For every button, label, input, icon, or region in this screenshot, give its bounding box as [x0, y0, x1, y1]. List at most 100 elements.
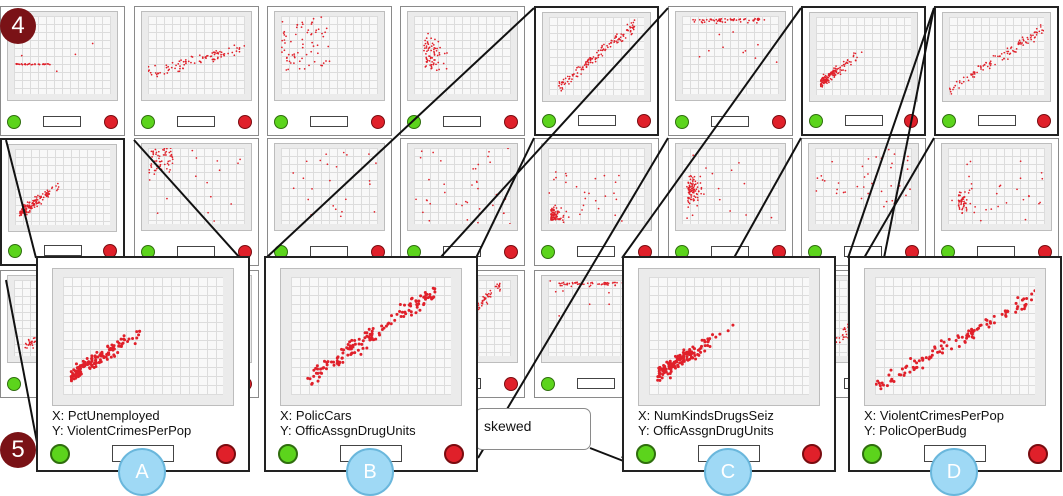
scatter-point: [614, 181, 617, 184]
scatter-point: [562, 281, 565, 284]
thumbnail-cell[interactable]: [801, 6, 926, 136]
reject-button[interactable]: [772, 115, 786, 129]
label-field[interactable]: [577, 378, 615, 389]
scatter-point: [874, 175, 877, 178]
approve-button[interactable]: [7, 377, 21, 391]
thumbnail-cell[interactable]: [668, 6, 793, 136]
thumbnail-cell[interactable]: [801, 138, 926, 266]
reject-button[interactable]: [444, 444, 464, 464]
scatter-point: [166, 162, 169, 165]
scatter-point: [428, 178, 430, 181]
scatter-point: [682, 348, 686, 352]
approve-button[interactable]: [407, 115, 421, 129]
scatter-point: [826, 76, 829, 79]
scatter-point: [156, 212, 159, 215]
zoom-panel[interactable]: X: PolicCars Y: OfficAssgnDrugUnits: [264, 256, 478, 472]
approve-button[interactable]: [862, 444, 882, 464]
thumbnail-cell[interactable]: [934, 6, 1059, 136]
thumbnail-cell[interactable]: [134, 138, 259, 266]
approve-button[interactable]: [675, 115, 689, 129]
approve-button[interactable]: [809, 114, 823, 128]
label-field[interactable]: [177, 116, 215, 127]
scatter-point: [692, 154, 695, 157]
thumbnail-cell[interactable]: [534, 6, 659, 136]
thumbnail-cell[interactable]: [668, 138, 793, 266]
scatter-point: [324, 31, 327, 34]
reject-button[interactable]: [371, 115, 385, 129]
scatter-point: [947, 337, 951, 341]
thumbnail-cell[interactable]: [534, 138, 659, 266]
scatter-point: [138, 329, 142, 333]
scatter-point: [289, 62, 292, 64]
scatter-point: [821, 77, 824, 79]
reject-button[interactable]: [504, 115, 518, 129]
reject-button[interactable]: [504, 377, 518, 391]
thumbnail-cell[interactable]: [267, 6, 392, 136]
scatter-point: [310, 33, 312, 36]
scatter-point: [437, 40, 440, 43]
thumbnail-cell[interactable]: [400, 138, 525, 266]
reject-button[interactable]: [1028, 444, 1048, 464]
scatter-point: [587, 59, 590, 61]
scatter-point: [696, 193, 699, 196]
scatter-point: [739, 18, 742, 20]
scatter-point: [833, 74, 836, 77]
scatter-point: [580, 68, 583, 71]
scatter-point: [55, 70, 58, 73]
label-field[interactable]: [845, 115, 883, 126]
label-field[interactable]: [711, 116, 749, 127]
reject-button[interactable]: [904, 114, 918, 128]
thumbnail-cell[interactable]: [0, 6, 125, 136]
thumbnail-cell[interactable]: [400, 6, 525, 136]
scatter-point: [957, 344, 961, 348]
reject-button[interactable]: [802, 444, 822, 464]
scatter-point: [403, 303, 407, 307]
reject-button[interactable]: [238, 115, 252, 129]
reject-button[interactable]: [637, 114, 651, 128]
scatter-point: [676, 365, 680, 369]
zoom-panel[interactable]: X: PctUnemployed Y: ViolentCrimesPerPop: [36, 256, 250, 472]
scatter-point: [498, 282, 501, 285]
scatter-point: [609, 42, 612, 44]
label-field[interactable]: [43, 116, 81, 127]
approve-button[interactable]: [942, 114, 956, 128]
scatter-point: [578, 283, 581, 285]
thumbnail-cell[interactable]: [134, 6, 259, 136]
label-field[interactable]: [310, 116, 348, 127]
scatter-point: [164, 152, 167, 154]
approve-button[interactable]: [541, 377, 555, 391]
approve-button[interactable]: [542, 114, 556, 128]
approve-button[interactable]: [8, 244, 22, 258]
reject-button[interactable]: [1037, 114, 1051, 128]
label-field[interactable]: [44, 245, 82, 256]
scatter-point: [927, 357, 931, 361]
scatter-point: [430, 37, 433, 40]
label-field[interactable]: [443, 116, 481, 127]
approve-button[interactable]: [50, 444, 70, 464]
label-field[interactable]: [577, 246, 615, 257]
scatter-point: [375, 162, 377, 164]
approve-button[interactable]: [141, 115, 155, 129]
approve-button[interactable]: [541, 245, 555, 259]
scatter-point: [433, 290, 437, 294]
label-field[interactable]: [978, 115, 1016, 126]
approve-button[interactable]: [274, 115, 288, 129]
scatter-point: [729, 210, 731, 212]
plot-area: [949, 17, 1044, 95]
zoom-panel[interactable]: X: NumKindsDrugsSeiz Y: OfficAssgnDrugUni…: [622, 256, 836, 472]
approve-button[interactable]: [7, 115, 21, 129]
scatter-point: [21, 208, 23, 211]
scatter-point: [171, 158, 174, 161]
zoom-panel[interactable]: X: ViolentCrimesPerPop Y: PolicOperBudg: [848, 256, 1062, 472]
reject-button[interactable]: [216, 444, 236, 464]
approve-button[interactable]: [278, 444, 298, 464]
scatter-point: [310, 381, 314, 385]
reject-button[interactable]: [504, 245, 518, 259]
thumbnail-cell[interactable]: [0, 138, 125, 266]
label-field[interactable]: [578, 115, 616, 126]
thumbnail-cell[interactable]: [267, 138, 392, 266]
approve-button[interactable]: [636, 444, 656, 464]
reject-button[interactable]: [104, 115, 118, 129]
thumbnail-cell[interactable]: [934, 138, 1059, 266]
scatter-point: [243, 45, 245, 47]
